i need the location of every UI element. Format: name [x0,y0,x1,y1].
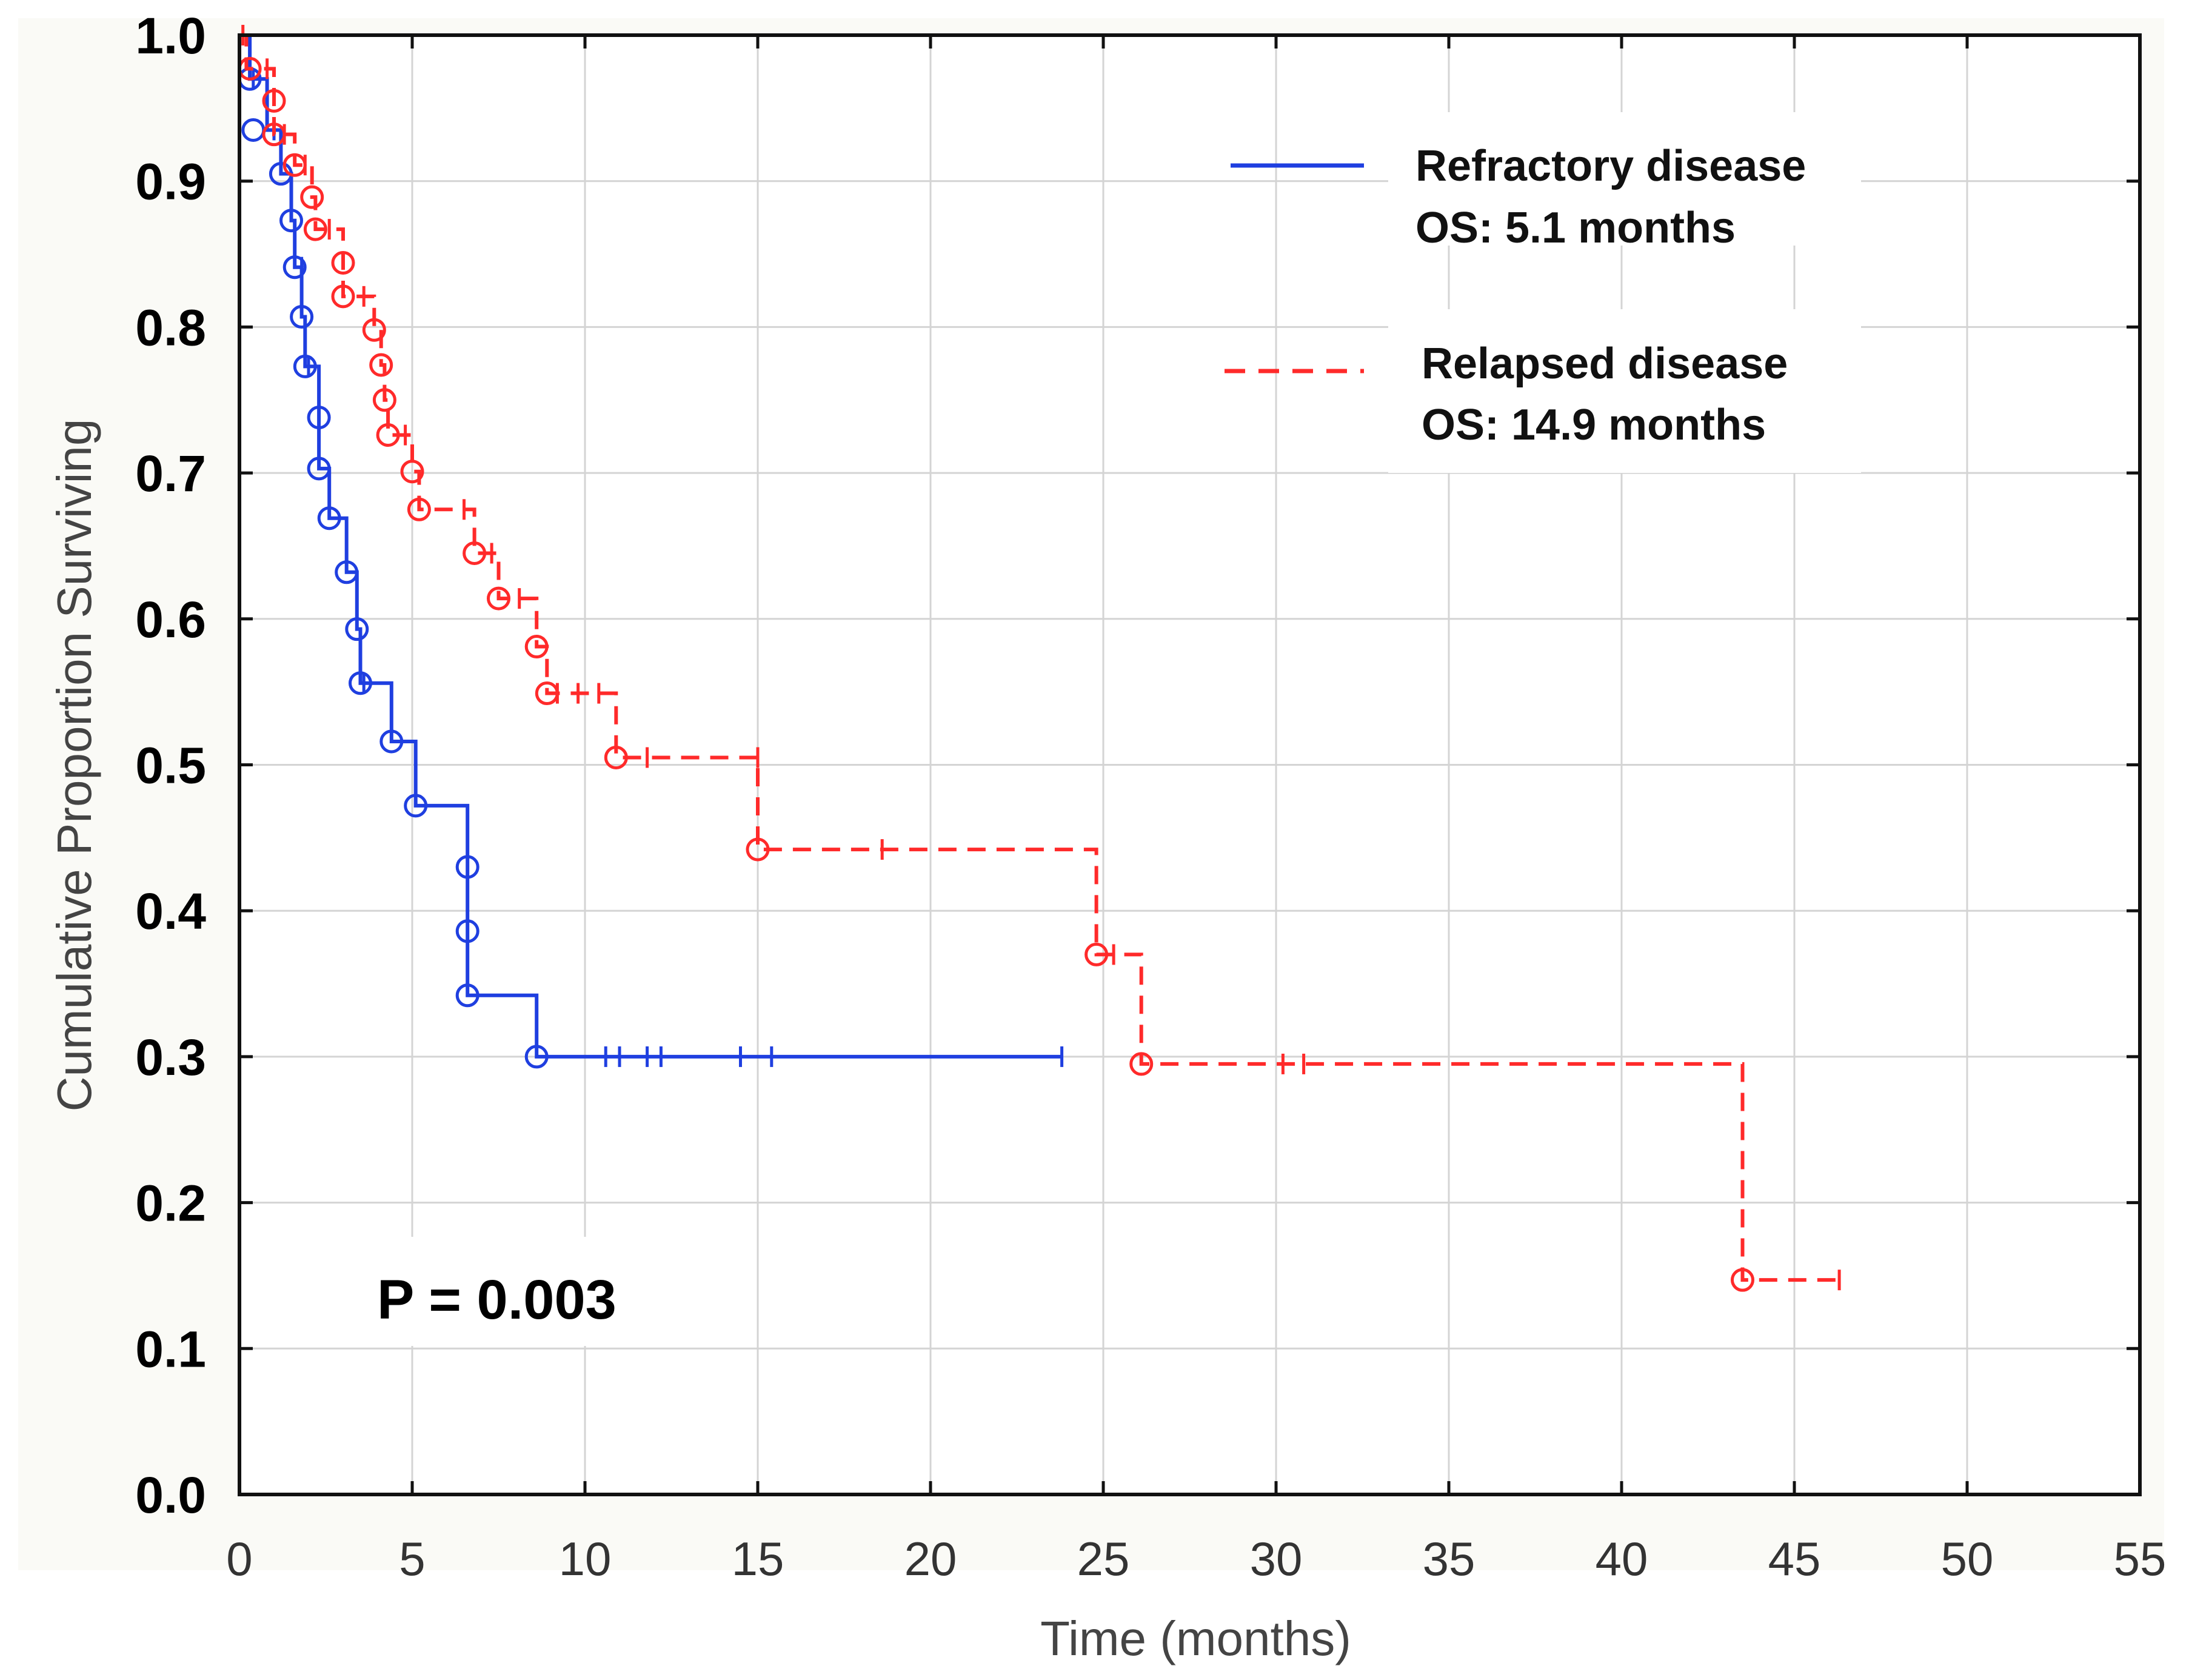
legend-label-relapsed: Relapsed disease [1422,340,1788,388]
event-marker-refractory [455,855,480,879]
x-tick-label: 0 [226,1532,252,1585]
y-tick-label: 0.6 [135,591,206,648]
event-marker-refractory [404,794,428,818]
event-marker-refractory [345,617,369,641]
event-marker-refractory [524,1045,549,1069]
x-tick-label: 55 [2114,1532,2167,1585]
event-marker-relapsed [262,89,286,113]
event-marker-relapsed [372,388,396,412]
event-marker-refractory [335,560,359,584]
legend-os-refractory: OS: 5.1 months [1415,204,1736,252]
event-marker-relapsed [331,284,355,309]
y-tick-label: 0.0 [135,1467,206,1524]
x-tick-label: 20 [904,1532,957,1585]
event-marker-refractory [279,209,303,233]
y-tick-label: 0.5 [135,737,206,794]
y-tick-label: 0.7 [135,445,206,502]
event-marker-relapsed [369,353,393,377]
event-marker-refractory [379,729,404,754]
event-marker-relapsed [331,250,355,275]
x-tick-label: 35 [1423,1532,1475,1585]
event-marker-relapsed [524,635,549,659]
x-tick-label: 45 [1768,1532,1821,1585]
legend-os-relapsed: OS: 14.9 months [1422,401,1766,449]
x-axis-ticks: 0 5 10 15 20 25 30 35 40 45 50 55 [226,35,2166,1585]
x-tick-label: 50 [1941,1532,1994,1585]
plot-border [238,33,2142,1496]
event-marker-refractory [282,255,307,279]
y-tick-label: 0.1 [135,1320,206,1377]
event-marker-relapsed [1084,942,1109,966]
event-marker-relapsed [400,460,424,484]
y-tick-label: 0.2 [135,1175,206,1232]
x-tick-label: 5 [399,1532,425,1585]
x-tick-label: 40 [1596,1532,1648,1585]
event-marker-refractory [307,406,331,430]
x-tick-label: 10 [559,1532,612,1585]
series-layer [238,25,1841,1292]
event-marker-relapsed [463,541,487,565]
legend-box-refractory [1388,112,1861,246]
y-axis-ticks: 0.0 0.1 0.2 0.3 0.4 0.5 0.6 0.7 0.8 0.9 1.0 [135,7,2140,1524]
event-marker-relapsed [407,497,431,521]
event-marker-relapsed [604,745,628,769]
series-line-relapsed [239,33,1840,1282]
legend: Refractory disease OS: 5.1 months Relaps… [1225,112,1861,473]
event-marker-relapsed [1731,1268,1754,1292]
y-tick-label: 0.9 [135,153,206,210]
y-tick-label: 1.0 [135,7,206,64]
y-tick-label: 0.3 [135,1029,206,1086]
event-marker-refractory [455,983,480,1008]
event-marker-relapsed [300,185,324,209]
series-relapsed [238,25,1841,1292]
p-value-annotation: P = 0.003 [377,1269,617,1331]
event-marker-relapsed [1129,1052,1154,1076]
y-tick-label: 0.4 [135,883,206,940]
event-marker-relapsed [746,837,770,862]
event-marker-relapsed [487,586,510,611]
x-tick-label: 25 [1077,1532,1130,1585]
event-marker-relapsed [376,423,400,447]
x-tick-label: 15 [732,1532,784,1585]
event-marker-relapsed [303,217,327,241]
event-marker-refractory [349,671,372,695]
x-axis-title: Time (months) [1040,1611,1351,1665]
event-marker-refractory [293,354,317,378]
event-marker-refractory [307,457,331,481]
y-axis-title: Cumulative Proportion Surviving [47,419,101,1112]
legend-label-refractory: Refractory disease [1415,142,1806,190]
event-marker-refractory [317,506,341,530]
legend-box-relapsed [1388,309,1861,473]
x-tick-label: 30 [1250,1532,1303,1585]
y-tick-label: 0.8 [135,299,206,356]
event-marker-refractory [455,919,480,943]
event-marker-refractory [290,305,314,329]
pvalue-box [352,1237,667,1346]
event-marker-relapsed [362,318,386,342]
